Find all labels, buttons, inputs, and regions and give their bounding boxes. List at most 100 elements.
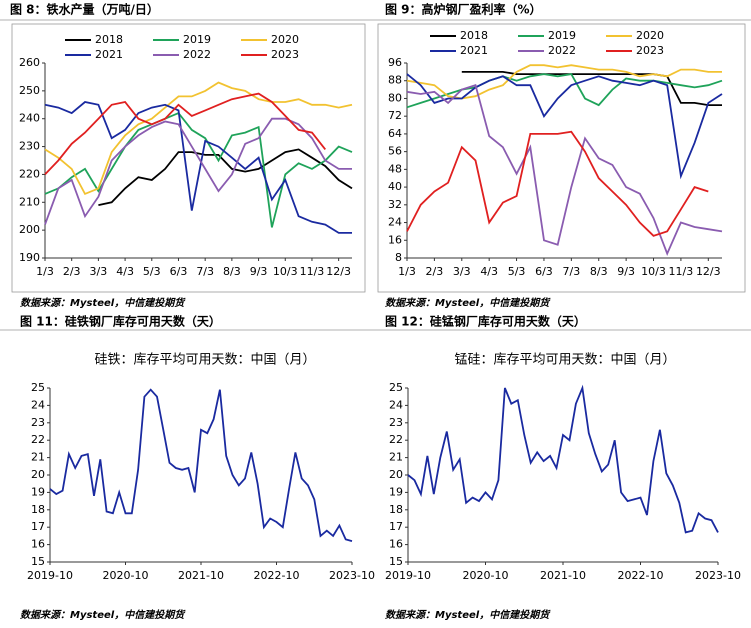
x-tick-label: 3/3 bbox=[453, 265, 471, 278]
x-tick-label: 10/3 bbox=[641, 265, 666, 278]
y-tick-label: 23 bbox=[31, 416, 45, 429]
x-tick-label: 12/3 bbox=[696, 265, 721, 278]
legend-label: 2018 bbox=[95, 33, 123, 46]
x-tick-label: 2020-10 bbox=[463, 569, 509, 582]
figure-caption: 图 12：硅锰钢厂库存可用天数（天） bbox=[385, 314, 586, 329]
series-line bbox=[461, 71, 722, 106]
x-tick-label: 5/3 bbox=[508, 265, 526, 278]
y-tick-label: 48 bbox=[388, 162, 402, 175]
chart-subtitle: 硅铁：库存平均可用天数：中国（月） bbox=[94, 352, 315, 368]
source-note: 数据来源：Mysteel，中信建投期货 bbox=[385, 609, 551, 621]
legend-label: 2022 bbox=[183, 48, 211, 61]
legend-label: 2018 bbox=[460, 29, 488, 42]
chart-frame bbox=[11, 23, 366, 293]
series-line bbox=[49, 388, 353, 542]
y-tick-label: 16 bbox=[388, 233, 402, 246]
x-tick-label: 11/3 bbox=[669, 265, 694, 278]
x-tick-label: 4/3 bbox=[480, 265, 498, 278]
series-line bbox=[44, 81, 353, 196]
y-tick-label: 21 bbox=[389, 451, 403, 464]
x-tick-label: 4/3 bbox=[116, 265, 134, 278]
x-tick-label: 1/3 bbox=[398, 265, 416, 278]
y-tick-label: 23 bbox=[389, 416, 403, 429]
legend-label: 2020 bbox=[271, 33, 299, 46]
legend-label: 2023 bbox=[271, 48, 299, 61]
y-tick-label: 25 bbox=[389, 381, 403, 394]
y-tick-label: 190 bbox=[19, 251, 40, 264]
y-tick-label: 260 bbox=[19, 56, 40, 69]
figure-caption: 图 11：硅铁钢厂库存可用天数（天） bbox=[20, 314, 221, 329]
series-line bbox=[44, 92, 327, 176]
y-tick-label: 16 bbox=[31, 538, 45, 551]
y-tick-label: 240 bbox=[19, 112, 40, 125]
y-tick-label: 18 bbox=[389, 503, 403, 516]
y-tick-label: 24 bbox=[389, 398, 403, 411]
figure-caption: 图 9：高炉钢厂盈利率（%） bbox=[385, 2, 542, 17]
y-tick-label: 24 bbox=[388, 216, 402, 229]
series-line bbox=[44, 101, 352, 234]
x-tick-label: 8/3 bbox=[590, 265, 608, 278]
legend-label: 2023 bbox=[636, 44, 664, 57]
x-tick-label: 9/3 bbox=[617, 265, 635, 278]
y-tick-label: 88 bbox=[388, 74, 402, 87]
x-tick-label: 10/3 bbox=[273, 265, 298, 278]
y-tick-label: 15 bbox=[31, 555, 45, 568]
y-tick-label: 72 bbox=[388, 109, 402, 122]
y-tick-label: 20 bbox=[389, 468, 403, 481]
y-tick-label: 80 bbox=[388, 91, 402, 104]
y-tick-label: 25 bbox=[31, 381, 45, 394]
x-tick-label: 2/3 bbox=[426, 265, 444, 278]
x-tick-label: 3/3 bbox=[90, 265, 108, 278]
y-tick-label: 24 bbox=[31, 398, 45, 411]
x-tick-label: 2022-10 bbox=[254, 569, 300, 582]
series-line bbox=[98, 148, 353, 206]
series-line bbox=[44, 117, 352, 225]
x-tick-label: 8/3 bbox=[223, 265, 241, 278]
legend-label: 2019 bbox=[548, 29, 576, 42]
series-line bbox=[44, 112, 353, 228]
y-tick-label: 17 bbox=[31, 520, 45, 533]
x-tick-label: 2023-10 bbox=[695, 569, 741, 582]
figure-caption: 图 8：铁水产量（万吨/日） bbox=[10, 2, 159, 17]
y-tick-label: 18 bbox=[31, 503, 45, 516]
y-tick-label: 210 bbox=[19, 195, 40, 208]
x-tick-label: 2019-10 bbox=[27, 569, 73, 582]
y-tick-label: 22 bbox=[389, 433, 403, 446]
y-tick-label: 56 bbox=[388, 145, 402, 158]
series-line bbox=[406, 73, 723, 109]
legend-label: 2019 bbox=[183, 33, 211, 46]
x-tick-label: 2/3 bbox=[63, 265, 81, 278]
y-tick-label: 64 bbox=[388, 127, 402, 140]
x-tick-label: 12/3 bbox=[326, 265, 351, 278]
x-tick-label: 9/3 bbox=[250, 265, 268, 278]
y-tick-label: 17 bbox=[389, 520, 403, 533]
legend-label: 2022 bbox=[548, 44, 576, 57]
y-tick-label: 32 bbox=[388, 198, 402, 211]
y-tick-label: 200 bbox=[19, 223, 40, 236]
y-tick-label: 15 bbox=[389, 555, 403, 568]
chart-frame bbox=[377, 23, 746, 293]
x-tick-label: 2019-10 bbox=[385, 569, 431, 582]
x-tick-label: 7/3 bbox=[196, 265, 214, 278]
y-tick-label: 220 bbox=[19, 167, 40, 180]
source-note: 数据来源：Mysteel，中信建投期货 bbox=[20, 609, 186, 621]
y-tick-label: 40 bbox=[388, 180, 402, 193]
y-tick-label: 19 bbox=[389, 485, 403, 498]
x-tick-label: 2022-10 bbox=[618, 569, 664, 582]
legend-label: 2020 bbox=[636, 29, 664, 42]
legend-label: 2021 bbox=[460, 44, 488, 57]
series-line bbox=[406, 64, 722, 100]
series-line bbox=[406, 130, 709, 237]
y-tick-label: 22 bbox=[31, 433, 45, 446]
chart-subtitle: 锰硅：库存平均可用天数：中国（月） bbox=[454, 352, 675, 368]
x-tick-label: 11/3 bbox=[300, 265, 325, 278]
x-tick-label: 6/3 bbox=[170, 265, 188, 278]
x-tick-label: 5/3 bbox=[143, 265, 161, 278]
legend-label: 2021 bbox=[95, 48, 123, 61]
y-tick-label: 8 bbox=[395, 251, 402, 264]
x-tick-label: 2023-10 bbox=[329, 569, 375, 582]
series-line bbox=[406, 84, 723, 256]
y-tick-label: 16 bbox=[389, 538, 403, 551]
source-note: 数据来源：Mysteel，中信建投期货 bbox=[385, 297, 551, 309]
